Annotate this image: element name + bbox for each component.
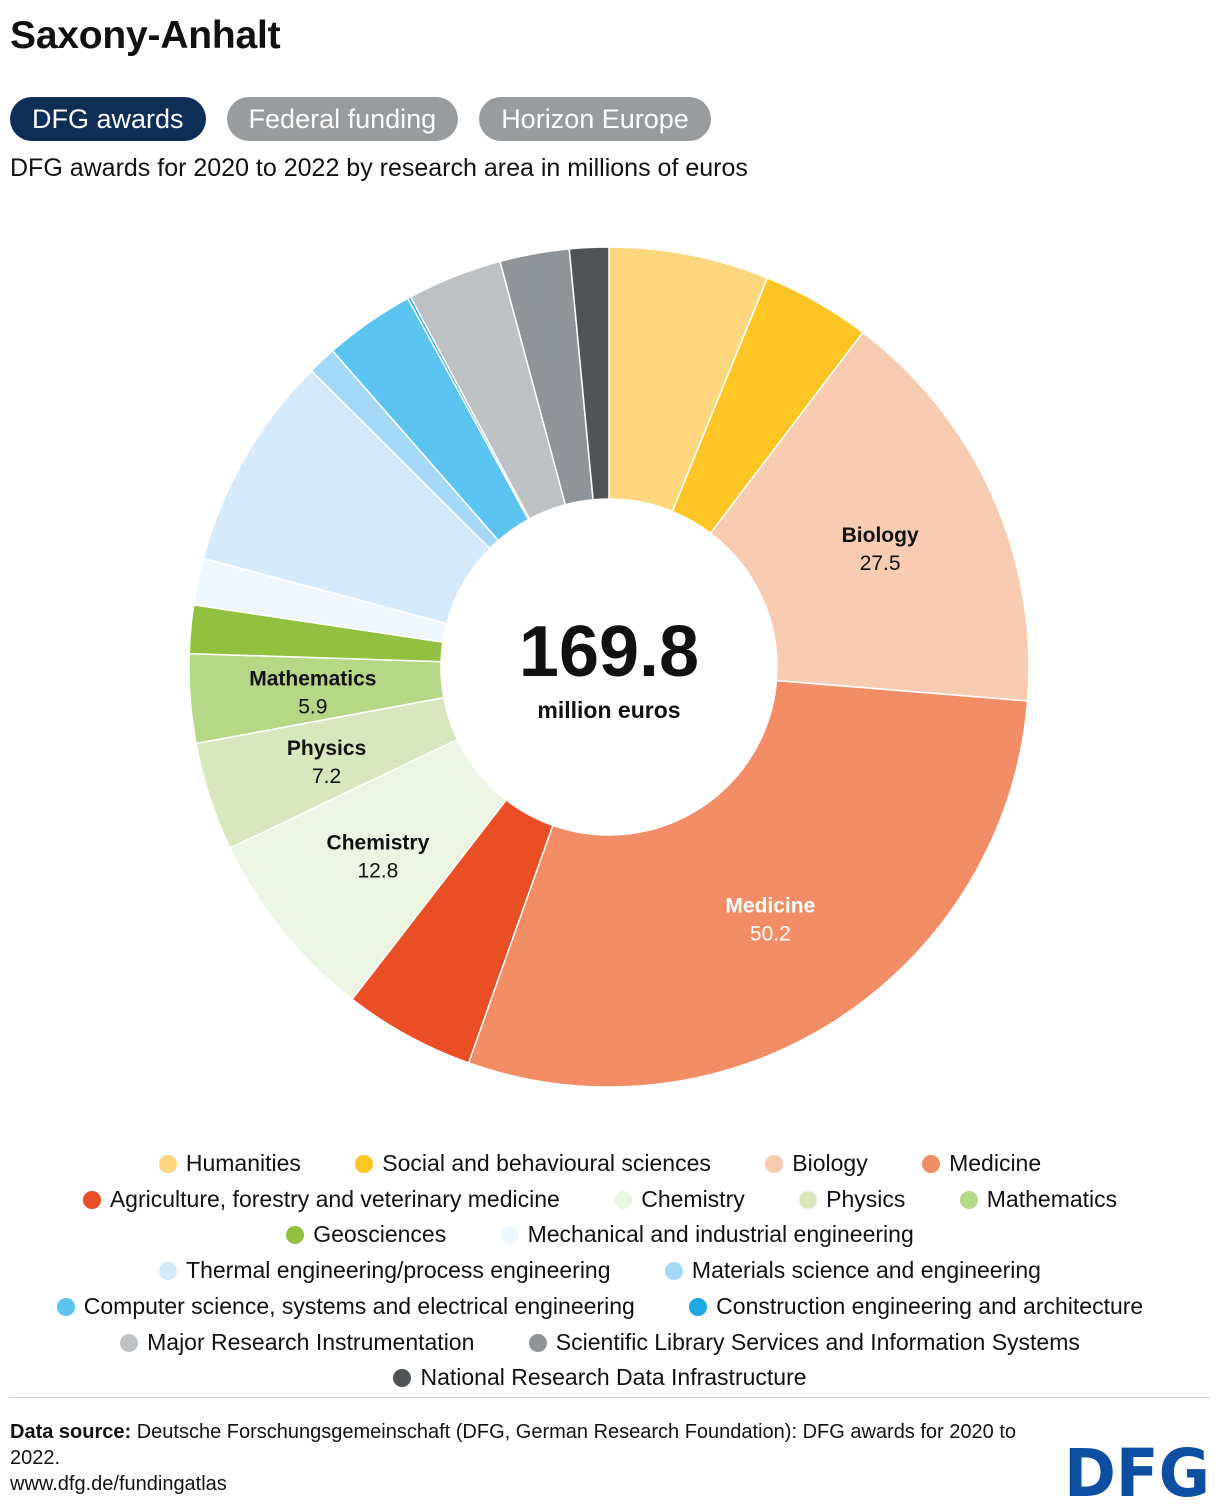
source-label: Data source: [10,1421,132,1443]
legend-swatch-icon [82,1190,101,1209]
dfg-logo: DFG [1064,1442,1210,1498]
legend-swatch-icon [159,1262,178,1281]
legend-item-materials-science-and-engineering[interactable]: Materials science and engineering [664,1253,1041,1289]
legend-swatch-icon [286,1226,305,1245]
legend-item-social-and-behavioural-sciences[interactable]: Social and behavioural sciences [355,1146,711,1182]
slice-value-biology: 27.5 [860,552,901,575]
legend-item-physics[interactable]: Physics [799,1182,905,1218]
legend-label: Social and behavioural sciences [382,1150,711,1176]
legend-swatch-icon [922,1155,941,1173]
slice-value-physics: 7.2 [312,765,341,788]
slice-value-mathematics: 5.9 [298,695,327,718]
legend-item-mechanical-and-industrial-engineering[interactable]: Mechanical and industrial engineering [500,1217,914,1253]
tab-dfg-awards[interactable]: DFG awards [10,97,206,141]
legend-item-humanities[interactable]: Humanities [158,1146,301,1182]
slice-label-chemistry: Chemistry [327,832,430,855]
legend-label: Physics [826,1185,906,1212]
source-text: Deutsche Forschungsgemeinschaft (DFG, Ge… [10,1421,1016,1469]
center-total-value: 169.8 [519,612,699,692]
legend-item-biology[interactable]: Biology [765,1146,868,1182]
legend-item-medicine[interactable]: Medicine [922,1146,1041,1182]
donut-chart: Biology 27.5 Medicine 50.2 Chemistry 12.8 Phys… [188,246,1030,1088]
legend-label: Agriculture, forestry and veterinary med… [109,1185,560,1212]
legend-item-scientific-library-services-and-information-systems[interactable]: Scientific Library Services and Informat… [528,1325,1080,1361]
legend-swatch-icon [689,1297,708,1316]
slice-value-chemistry: 12.8 [357,860,398,883]
slice-label-biology: Biology [842,524,919,547]
chart-subtitle: DFG awards for 2020 to 2022 by research … [10,154,748,182]
footer-divider [10,1397,1210,1398]
legend-label: Mechanical and industrial engineering [527,1221,914,1248]
legend-item-thermal-engineering-process-engineering[interactable]: Thermal engineering/process engineering [159,1253,611,1289]
legend-label: Geosciences [313,1221,447,1248]
legend-item-geosciences[interactable]: Geosciences [286,1217,446,1253]
tab-horizon-europe[interactable]: Horizon Europe [479,97,711,141]
slice-label-physics: Physics [287,737,366,760]
slice-national-research-data-infrastructure[interactable] [568,246,610,501]
legend-item-agriculture-forestry-and-veterinary-medicine[interactable]: Agriculture, forestry and veterinary med… [82,1182,560,1218]
legend-label: National Research Data Infrastructure [420,1364,807,1391]
legend-label: Materials science and engineering [691,1257,1041,1284]
legend-label: Mathematics [986,1185,1118,1212]
legend-item-mathematics[interactable]: Mathematics [959,1182,1118,1218]
dfg-logo-text: DFG [1064,1442,1210,1498]
page-title: Saxony-Anhalt [10,14,281,57]
chart-legend: Humanities Social and behavioural scienc… [10,1146,1190,1396]
legend-item-construction-engineering-and-architecture[interactable]: Construction engineering and architectur… [689,1289,1143,1325]
legend-label: Biology [792,1150,868,1176]
legend-swatch-icon [799,1190,818,1209]
legend-label: Medicine [949,1150,1042,1176]
source-url[interactable]: www.dfg.de/fundingatlas [10,1473,227,1495]
legend-item-major-research-instrumentation[interactable]: Major Research Instrumentation [120,1325,474,1361]
legend-swatch-icon [120,1333,139,1352]
legend-swatch-icon [664,1262,683,1281]
legend-swatch-icon [959,1190,978,1209]
legend-swatch-icon [765,1155,784,1173]
legend-item-national-research-data-infrastructure[interactable]: National Research Data Infrastructure [393,1360,807,1396]
tab-federal-funding[interactable]: Federal funding [226,97,459,141]
center-total-unit: million euros [537,697,680,723]
legend-label: Major Research Instrumentation [147,1328,475,1355]
legend-swatch-icon [355,1155,374,1173]
legend-swatch-icon [393,1369,412,1388]
legend-swatch-icon [528,1333,547,1352]
legend-label: Thermal engineering/process engineering [186,1257,611,1284]
slice-label-mathematics: Mathematics [249,667,376,690]
slice-biology[interactable] [709,331,1030,702]
slice-label-medicine: Medicine [725,894,815,917]
legend-swatch-icon [158,1155,177,1173]
legend-label: Computer science, systems and electrical… [83,1292,635,1319]
slice-medicine[interactable] [467,679,1029,1088]
legend-item-computer-science-systems-and-electrical-engineering[interactable]: Computer science, systems and electrical… [56,1289,635,1325]
legend-label: Humanities [185,1150,301,1176]
legend-swatch-icon [56,1297,75,1316]
donut-slices [188,246,1030,1088]
legend-swatch-icon [500,1226,519,1245]
slice-value-medicine: 50.2 [750,922,791,945]
legend-swatch-icon [614,1190,633,1209]
legend-label: Construction engineering and architectur… [716,1292,1144,1319]
dataset-tabs: DFG awards Federal funding Horizon Europ… [10,97,711,141]
legend-label: Scientific Library Services and Informat… [555,1328,1080,1355]
legend-item-chemistry[interactable]: Chemistry [614,1182,745,1218]
data-source-note: Data source: Deutsche Forschungsgemeinsc… [10,1419,1050,1497]
slice-labels: Biology 27.5 Medicine 50.2 Chemistry 12.8 Phys… [249,524,919,946]
legend-label: Chemistry [641,1185,745,1212]
